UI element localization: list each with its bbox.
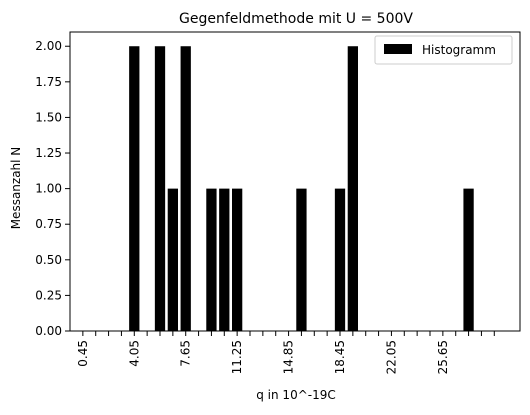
legend: Histogramm [374, 35, 513, 65]
histogram-bar [180, 46, 191, 331]
y-axis-label: Messanzahl N [9, 147, 23, 230]
x-axis-label: q in 10^-19C [256, 388, 336, 402]
plot-area: 0.45 4.05 7.65 11.25 14.85 18.45 22.05 25.65 0.0… [35, 31, 521, 374]
legend-label: Histogramm [422, 43, 496, 57]
histogram-bar [232, 188, 243, 331]
y-tick-label: 1.50 [35, 110, 62, 124]
chart-title: Gegenfeldmethode mit U = 500V [179, 11, 413, 27]
histogram-bar [219, 188, 230, 331]
histogram-bar [206, 188, 217, 331]
histogram-bar [129, 46, 140, 331]
y-tick-label: 0.75 [35, 217, 62, 231]
histogram-bar [167, 188, 178, 331]
x-tick-label: 25.65 [436, 340, 450, 374]
y-tick-label: 2.00 [35, 39, 62, 53]
y-tick-label: 1.25 [35, 146, 62, 160]
x-tick-label: 4.05 [127, 340, 141, 367]
x-tick-label: 0.45 [76, 340, 90, 367]
histogram-bar [463, 188, 474, 331]
y-tick-label: 0.00 [35, 324, 62, 338]
x-tick-label: 18.45 [333, 340, 347, 374]
legend-frame [374, 35, 513, 65]
histogram-bar [334, 188, 346, 331]
x-tick-label: 7.65 [179, 340, 193, 367]
y-tick-label: 0.50 [35, 253, 62, 267]
y-tick-label: 1.00 [35, 182, 62, 196]
x-tick-label: 22.05 [384, 340, 398, 374]
x-tick-label: 11.25 [230, 340, 244, 374]
x-tick-label: 14.85 [282, 340, 296, 374]
histogram-bar [296, 188, 307, 331]
y-tick-label: 1.75 [35, 75, 62, 89]
histogram-bar [154, 46, 166, 331]
plot-frame [69, 31, 521, 332]
legend-swatch [384, 44, 412, 54]
y-tick-label: 0.25 [35, 288, 62, 302]
histogram-bar [347, 46, 358, 331]
